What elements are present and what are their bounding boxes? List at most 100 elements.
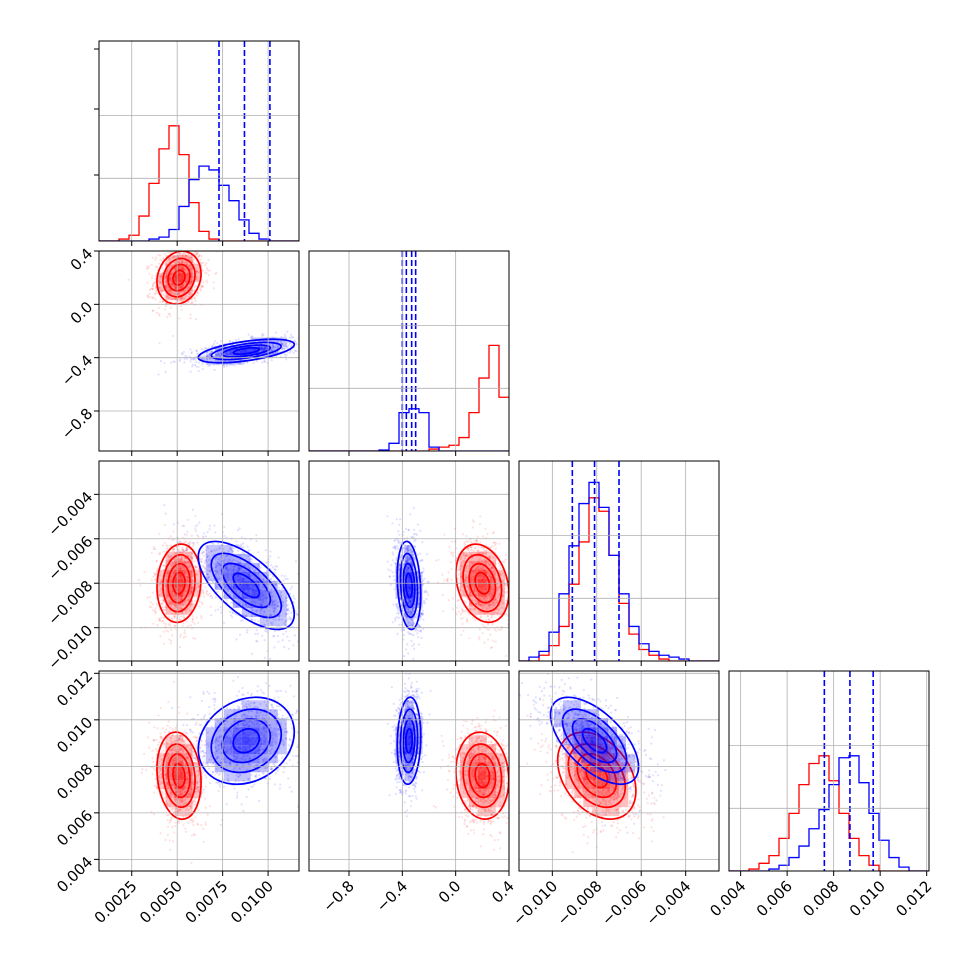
scatter-point <box>183 361 186 364</box>
scatter-point <box>224 555 227 558</box>
scatter-point <box>190 358 193 361</box>
scatter-point <box>208 524 211 528</box>
scatter-point <box>255 640 258 643</box>
scatter-point <box>452 551 455 554</box>
scatter-point <box>184 260 187 264</box>
scatter-point <box>302 358 304 360</box>
scatter-point <box>165 547 169 550</box>
scatter-point <box>166 594 169 597</box>
scatter-point <box>199 289 202 292</box>
scatter-point <box>216 342 219 345</box>
scatter-point <box>268 349 271 353</box>
scatter-point <box>183 601 186 605</box>
scatter-point <box>169 554 172 558</box>
scatter-point <box>407 611 410 614</box>
scatter-point <box>270 603 273 606</box>
scatter-point <box>165 606 168 609</box>
scatter-point <box>203 595 206 598</box>
scatter-point <box>196 270 199 273</box>
scatter-point <box>168 555 171 559</box>
scatter-point <box>486 572 489 575</box>
scatter-point <box>208 350 211 353</box>
scatter-point <box>206 569 209 572</box>
scatter-point <box>486 614 489 618</box>
scatter-point <box>510 616 512 618</box>
scatter-point <box>472 587 475 591</box>
scatter-point <box>173 360 176 363</box>
scatter-point <box>179 305 183 308</box>
scatter-point <box>192 261 195 264</box>
scatter-point <box>200 261 203 264</box>
scatter-point <box>171 284 174 288</box>
scatter-point <box>180 557 183 560</box>
scatter-point <box>214 557 217 560</box>
scatter-point <box>484 619 487 622</box>
scatter-point <box>464 610 467 613</box>
scatter-point <box>155 265 158 269</box>
scatter-point <box>486 550 489 553</box>
scatter-point <box>164 308 167 311</box>
scatter-point <box>154 258 157 261</box>
scatter-point <box>184 571 188 574</box>
scatter-point <box>274 607 277 610</box>
scatter-point <box>486 596 489 600</box>
scatter-point <box>497 580 500 583</box>
scatter-point <box>156 292 159 295</box>
scatter-point <box>216 353 219 356</box>
scatter-point <box>186 287 189 290</box>
scatter-point <box>463 593 466 597</box>
scatter-point <box>261 361 264 364</box>
scatter-point <box>190 270 194 273</box>
scatter-point <box>490 616 493 619</box>
scatter-point <box>164 285 167 289</box>
scatter-point <box>270 621 273 625</box>
scatter-point <box>204 558 207 562</box>
scatter-point <box>168 312 171 315</box>
scatter-point <box>205 267 208 270</box>
scatter-point <box>480 607 483 611</box>
scatter-point <box>146 267 149 270</box>
scatter-point <box>494 559 498 562</box>
scatter-point <box>261 345 264 348</box>
scatter-point <box>459 575 463 578</box>
scatter-point <box>214 566 217 569</box>
scatter-point <box>407 652 410 655</box>
scatter-point <box>182 566 185 569</box>
scatter-point <box>458 560 461 563</box>
scatter-point <box>220 359 223 363</box>
scatter-point <box>190 351 193 354</box>
scatter-point <box>399 560 402 563</box>
scatter-point <box>482 547 485 550</box>
scatter-point <box>302 582 304 584</box>
scatter-point <box>272 635 275 638</box>
scatter-point <box>172 570 175 573</box>
scatter-point <box>148 595 151 599</box>
scatter-point <box>205 560 208 563</box>
scatter-point <box>460 585 463 589</box>
scatter-point <box>206 281 209 284</box>
scatter-point <box>228 350 231 353</box>
scatter-point <box>173 262 177 265</box>
scatter-point <box>168 638 171 641</box>
scatter-point <box>216 561 219 564</box>
scatter-point <box>202 355 205 358</box>
scatter-point <box>201 552 204 555</box>
scatter-point <box>217 353 220 356</box>
scatter-point <box>282 633 285 636</box>
scatter-point <box>163 362 166 365</box>
scatter-point <box>163 290 166 293</box>
scatter-point <box>459 617 462 620</box>
scatter-point <box>204 355 207 358</box>
scatter-point <box>461 559 464 562</box>
scatter-point <box>487 628 491 631</box>
scatter-point <box>211 580 214 583</box>
scatter-point <box>505 613 508 616</box>
scatter-point <box>283 347 286 350</box>
scatter-point <box>203 249 205 251</box>
scatter-point <box>165 281 168 284</box>
scatter-point <box>219 355 222 358</box>
scatter-point <box>193 258 196 261</box>
scatter-point <box>158 277 161 280</box>
scatter-point <box>215 353 218 356</box>
scatter-point <box>209 352 212 356</box>
